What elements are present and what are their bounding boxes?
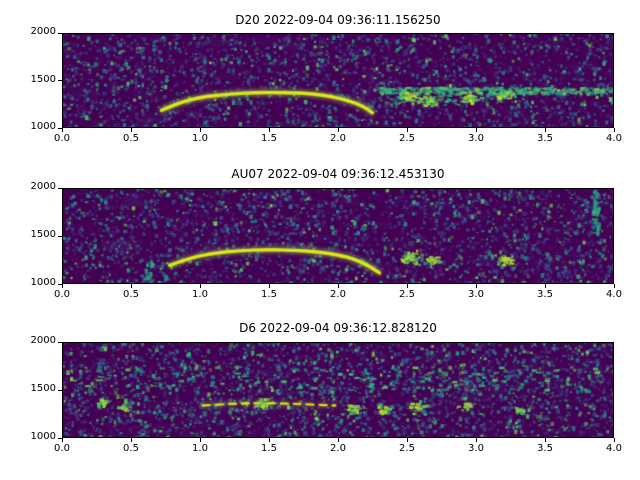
y-tick-mark <box>58 32 62 34</box>
y-tick-mark <box>58 283 62 285</box>
x-tick-mark <box>268 438 270 442</box>
x-tick-label: 1.5 <box>261 443 277 454</box>
plot-title-au07: AU07 2022-09-04 09:36:12.453130 <box>231 167 445 181</box>
x-tick-mark <box>268 128 270 132</box>
x-tick-mark <box>475 284 477 288</box>
x-tick-label: 2.5 <box>399 133 415 144</box>
x-tick-label: 2.0 <box>330 443 346 454</box>
x-tick-mark <box>337 284 339 288</box>
x-tick-label: 0.0 <box>54 443 70 454</box>
x-tick-label: 2.0 <box>330 289 346 300</box>
x-tick-label: 3.5 <box>537 133 553 144</box>
plot-title-d6: D6 2022-09-04 09:36:12.828120 <box>239 321 437 335</box>
x-tick-label: 1.5 <box>261 133 277 144</box>
x-tick-label: 0.5 <box>123 133 139 144</box>
x-tick-label: 1.0 <box>192 443 208 454</box>
x-tick-mark <box>130 128 132 132</box>
x-tick-label: 0.0 <box>54 133 70 144</box>
y-tick-label: 1500 <box>30 383 56 394</box>
x-tick-label: 3.0 <box>468 289 484 300</box>
x-tick-mark <box>406 438 408 442</box>
x-tick-mark <box>268 284 270 288</box>
x-tick-mark <box>130 438 132 442</box>
y-tick-mark <box>58 127 62 129</box>
x-tick-label: 4.0 <box>606 443 622 454</box>
x-tick-label: 0.5 <box>123 443 139 454</box>
x-tick-mark <box>337 128 339 132</box>
spectrogram-image-au07 <box>62 188 614 284</box>
x-tick-mark <box>199 438 201 442</box>
x-tick-mark <box>613 128 615 132</box>
x-tick-mark <box>613 284 615 288</box>
y-tick-mark <box>58 437 62 439</box>
y-tick-label: 1000 <box>30 277 56 288</box>
x-tick-mark <box>61 284 63 288</box>
x-tick-label: 3.0 <box>468 133 484 144</box>
x-tick-label: 3.0 <box>468 443 484 454</box>
x-tick-mark <box>406 128 408 132</box>
x-tick-mark <box>406 284 408 288</box>
x-tick-label: 0.0 <box>54 289 70 300</box>
y-tick-mark <box>58 389 62 391</box>
x-tick-label: 2.5 <box>399 443 415 454</box>
y-tick-mark <box>58 80 62 81</box>
y-tick-label: 2000 <box>30 26 56 37</box>
x-tick-mark <box>199 128 201 132</box>
y-tick-label: 2000 <box>30 181 56 192</box>
x-tick-label: 3.5 <box>537 289 553 300</box>
x-tick-mark <box>61 128 63 132</box>
x-tick-mark <box>61 438 63 442</box>
plot-title-d20: D20 2022-09-04 09:36:11.156250 <box>235 13 441 27</box>
y-tick-label: 1000 <box>30 431 56 442</box>
y-tick-label: 2000 <box>30 335 56 346</box>
x-tick-label: 1.0 <box>192 289 208 300</box>
x-tick-mark <box>613 438 615 442</box>
x-tick-mark <box>475 438 477 442</box>
x-tick-mark <box>544 438 546 442</box>
spectrogram-image-d20 <box>62 33 614 128</box>
x-tick-mark <box>544 128 546 132</box>
x-tick-label: 1.5 <box>261 289 277 300</box>
spectrogram-image-d6 <box>62 342 614 438</box>
y-tick-label: 1500 <box>30 73 56 85</box>
x-tick-label: 4.0 <box>606 133 622 144</box>
x-tick-label: 4.0 <box>606 289 622 300</box>
x-tick-mark <box>337 438 339 442</box>
x-tick-label: 1.0 <box>192 133 208 144</box>
x-tick-mark <box>544 284 546 288</box>
y-tick-mark <box>58 235 62 237</box>
x-tick-mark <box>130 284 132 288</box>
y-tick-mark <box>58 341 62 343</box>
x-tick-label: 3.5 <box>537 443 553 454</box>
x-tick-mark <box>475 128 477 132</box>
y-tick-mark <box>58 187 62 189</box>
y-tick-label: 1500 <box>30 229 56 240</box>
x-tick-mark <box>199 284 201 288</box>
y-tick-label: 1000 <box>30 121 56 132</box>
x-tick-label: 2.0 <box>330 133 346 144</box>
x-tick-label: 0.5 <box>123 289 139 300</box>
x-tick-label: 2.5 <box>399 289 415 300</box>
